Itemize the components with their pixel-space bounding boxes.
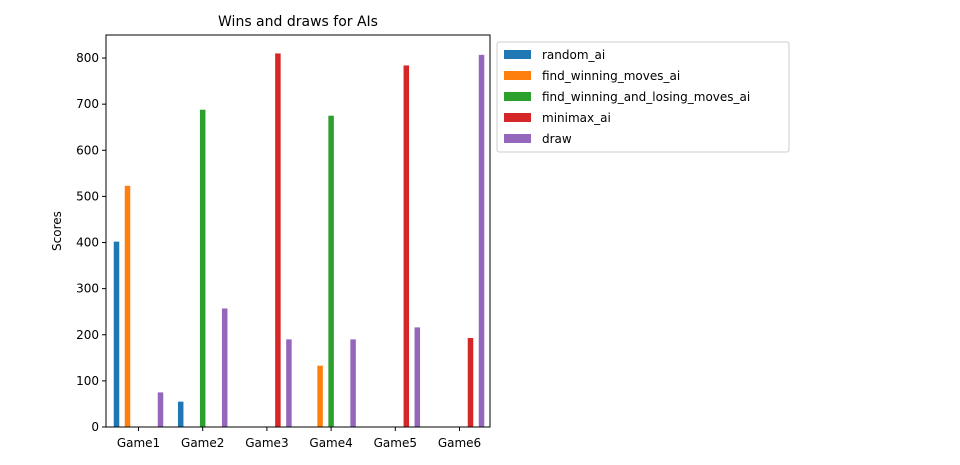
x-tick-label-game6: Game6 <box>438 436 481 450</box>
bar-minimax_ai-game3 <box>275 53 281 427</box>
y-axis-label: Scores <box>50 211 64 251</box>
bar-draw-game5 <box>414 327 421 427</box>
bar-find_winning_moves_ai-game1 <box>124 185 131 427</box>
bar-minimax_ai-game6 <box>467 337 474 427</box>
bar-find_winning_and_losing_moves_ai-game2 <box>199 109 206 428</box>
axes-group: 0 100 200 300 400 500 600 700 800 Game1 Game2 Game3… <box>76 34 491 450</box>
x-tick-label-game5: Game5 <box>374 436 417 450</box>
legend-swatch-draw <box>504 134 531 143</box>
bar-draw-game3 <box>286 339 292 427</box>
y-tick-label: 300 <box>76 282 99 296</box>
legend-swatch-minimax_ai <box>504 113 531 122</box>
legend-label-random_ai: random_ai <box>542 48 605 62</box>
bar-draw-game6 <box>478 54 485 427</box>
legend-label-draw: draw <box>542 132 572 146</box>
y-tick-label: 400 <box>76 236 99 250</box>
legend-frame <box>496 41 790 153</box>
bar-draw-game2 <box>221 308 228 427</box>
x-tick-label-game2: Game2 <box>181 436 224 450</box>
bars-group <box>113 53 485 428</box>
legend-label-find_winning_and_losing_moves_ai: find_winning_and_losing_moves_ai <box>542 90 750 104</box>
y-tick-label: 200 <box>76 328 99 342</box>
bar-find_winning_and_losing_moves_ai-game4 <box>328 115 334 428</box>
x-tick-label-game1: Game1 <box>117 436 160 450</box>
y-tick-label: 0 <box>91 420 99 434</box>
bar-draw-game4 <box>350 339 356 427</box>
chart-title: Wins and draws for AIs <box>218 14 378 30</box>
plot-frame <box>105 34 491 428</box>
x-tick-label-game4: Game4 <box>309 436 352 450</box>
legend-swatch-find_winning_and_losing_moves_ai <box>504 92 531 101</box>
bar-random_ai-game2 <box>177 401 184 427</box>
y-tick-label: 100 <box>76 374 99 388</box>
y-tick-label: 800 <box>76 51 99 65</box>
legend: random_ai find_winning_moves_ai find_winni… <box>496 41 790 153</box>
legend-label-minimax_ai: minimax_ai <box>542 111 611 125</box>
y-tick-label: 700 <box>76 97 99 111</box>
y-tick-label: 600 <box>76 143 99 157</box>
bar-random_ai-game1 <box>113 241 120 427</box>
bar-find_winning_moves_ai-game4 <box>317 365 323 427</box>
legend-swatch-random_ai <box>504 50 531 59</box>
x-tick-label-game3: Game3 <box>245 436 288 450</box>
y-tick-label: 500 <box>76 189 99 203</box>
bar-minimax_ai-game5 <box>403 65 410 427</box>
legend-label-find_winning_moves_ai: find_winning_moves_ai <box>542 69 680 83</box>
bar-draw-game1 <box>157 392 164 427</box>
legend-swatch-find_winning_moves_ai <box>504 71 531 80</box>
